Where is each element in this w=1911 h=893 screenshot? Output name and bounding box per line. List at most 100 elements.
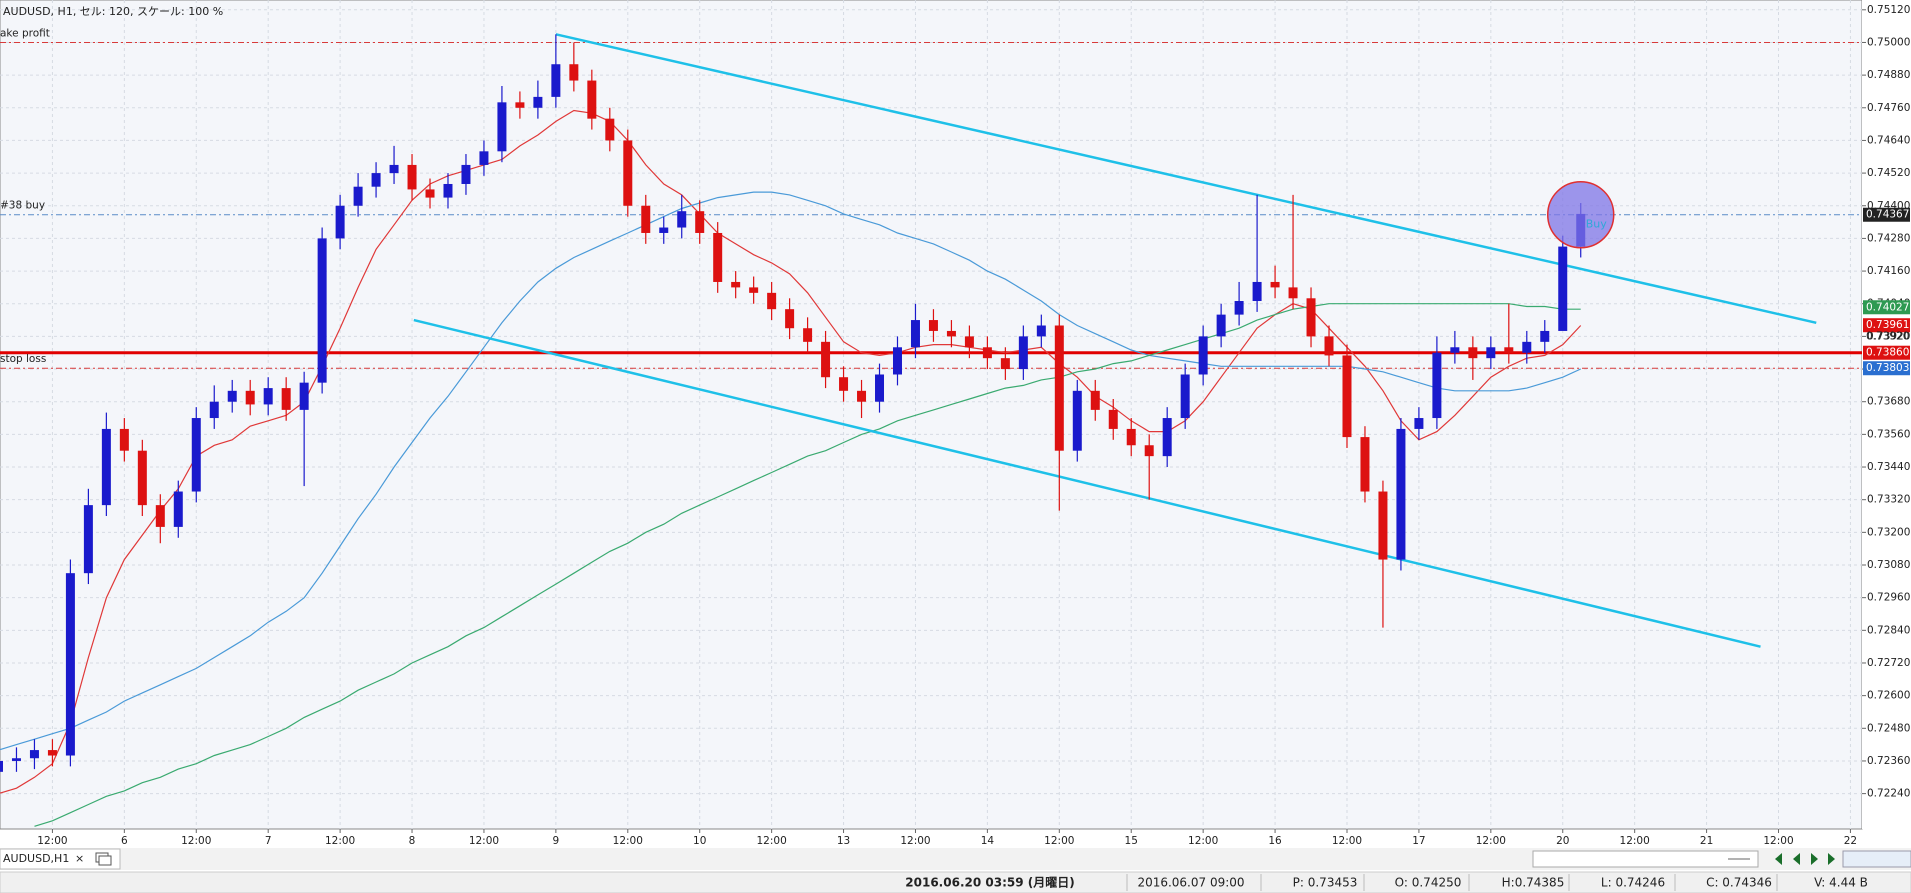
moving-average xyxy=(0,191,1581,751)
candle-body xyxy=(875,374,885,402)
candle-body xyxy=(767,292,777,310)
x-tick-label: 12:00 xyxy=(1620,835,1650,847)
chart-title: AUDUSD, H1, セル: 120, スケール: 100 % xyxy=(3,5,223,18)
status-item: L: 0.74246 xyxy=(1601,876,1665,890)
candle-body xyxy=(1216,314,1226,337)
status-item: 2016.06.07 09:00 xyxy=(1137,876,1244,890)
x-tick-label: 7 xyxy=(265,835,272,847)
status-item: P: 0.73453 xyxy=(1293,876,1358,890)
y-tick-label: 0.75000 xyxy=(1867,36,1910,48)
y-tick-label: 0.72720 xyxy=(1867,657,1910,669)
candle-body xyxy=(173,491,183,527)
y-tick-label: 0.74520 xyxy=(1867,167,1910,179)
x-tick-label: 15 xyxy=(1125,835,1138,847)
y-tick-label: 0.72360 xyxy=(1867,755,1910,767)
x-tick-label: 12:00 xyxy=(1763,835,1793,847)
x-tick-label: 8 xyxy=(409,835,416,847)
candle-body xyxy=(443,183,453,198)
tab-close[interactable]: × xyxy=(75,852,84,865)
status-bar xyxy=(0,871,1911,893)
moving-average xyxy=(34,303,1581,827)
trend-line xyxy=(555,33,1817,325)
candle-body xyxy=(677,211,687,228)
x-tick-label: 10 xyxy=(693,835,706,847)
x-tick-label: 12:00 xyxy=(1044,835,1074,847)
plot-area xyxy=(0,0,1863,830)
candle-body xyxy=(569,64,579,81)
candle-body xyxy=(1198,336,1208,375)
candle-body xyxy=(1054,325,1064,451)
y-tick-label: 0.74760 xyxy=(1867,102,1910,114)
candle-body xyxy=(749,287,759,293)
candle-body xyxy=(335,205,345,239)
nav-buttons[interactable] xyxy=(1775,853,1835,865)
candle-body xyxy=(641,205,651,233)
candle-body xyxy=(65,573,75,756)
candle-body xyxy=(946,330,956,337)
candle-body xyxy=(83,505,93,574)
candle-body xyxy=(1144,445,1154,457)
candle-body xyxy=(1378,491,1388,560)
tab-bar xyxy=(0,848,1911,870)
candle-body xyxy=(137,450,147,506)
tab-icon[interactable] xyxy=(95,852,112,866)
candle-body xyxy=(1108,409,1118,429)
y-tick-label: 0.72600 xyxy=(1867,690,1910,702)
candle-body xyxy=(281,388,291,410)
candle-body xyxy=(1396,428,1406,560)
x-tick-label: 22 xyxy=(1844,835,1857,847)
price-tag-label: 0.73860 xyxy=(1866,347,1909,359)
y-tick-label: 0.73320 xyxy=(1867,494,1910,506)
candle-body xyxy=(1486,347,1496,359)
price-tag-label: 0.73803 xyxy=(1866,362,1909,374)
candle-body xyxy=(1180,374,1190,419)
price-tag xyxy=(1863,318,1910,333)
price-axis xyxy=(1862,0,1911,829)
candle-body xyxy=(821,341,831,378)
chart-tab[interactable] xyxy=(0,848,121,870)
candle-body xyxy=(353,186,363,206)
candle-body xyxy=(1270,281,1280,288)
candle-body xyxy=(1000,358,1010,370)
status-item: H:0.74385 xyxy=(1502,876,1565,890)
candle-body xyxy=(1360,437,1370,492)
candle-body xyxy=(605,118,615,141)
zoom-button[interactable] xyxy=(1842,850,1911,868)
level-label: stop loss xyxy=(0,353,46,365)
candle-body xyxy=(623,140,633,206)
buy-label: Buy xyxy=(1586,218,1608,231)
candle-body xyxy=(1342,355,1352,438)
x-tick-label: 12:00 xyxy=(1332,835,1362,847)
candle-body xyxy=(47,750,57,756)
candle-body xyxy=(1414,418,1424,429)
x-tick-label: 13 xyxy=(837,835,850,847)
tab-label[interactable]: AUDUSD,H1 xyxy=(3,852,69,865)
y-tick-label: 0.72240 xyxy=(1867,788,1910,800)
candle-body xyxy=(101,428,111,506)
candle-body xyxy=(928,320,938,331)
candle-body xyxy=(1288,287,1298,299)
price-tag-label: 0.74027 xyxy=(1866,301,1909,313)
candle-body xyxy=(1432,352,1442,419)
candle-body xyxy=(731,281,741,288)
candle-body xyxy=(227,390,237,402)
x-tick-label: 9 xyxy=(553,835,560,847)
x-tick-label: 12:00 xyxy=(1188,835,1218,847)
price-tag xyxy=(1863,361,1910,376)
candle-body xyxy=(785,309,795,329)
candle-body xyxy=(857,390,867,402)
candle-body xyxy=(910,320,920,348)
x-tick-label: 12:00 xyxy=(325,835,355,847)
candle-body xyxy=(1450,347,1460,353)
candle-body xyxy=(1162,418,1172,457)
y-tick-label: 0.74160 xyxy=(1867,265,1910,277)
candle-body xyxy=(551,64,561,97)
candle-body xyxy=(1468,347,1478,359)
scrollbar[interactable] xyxy=(1532,850,1759,868)
candle-body xyxy=(1090,390,1100,410)
candle-body xyxy=(245,390,255,405)
candle-body xyxy=(533,96,543,108)
level-label: ake profit xyxy=(0,27,50,39)
y-tick-label: 0.72840 xyxy=(1867,624,1910,636)
candle-body xyxy=(964,336,974,348)
